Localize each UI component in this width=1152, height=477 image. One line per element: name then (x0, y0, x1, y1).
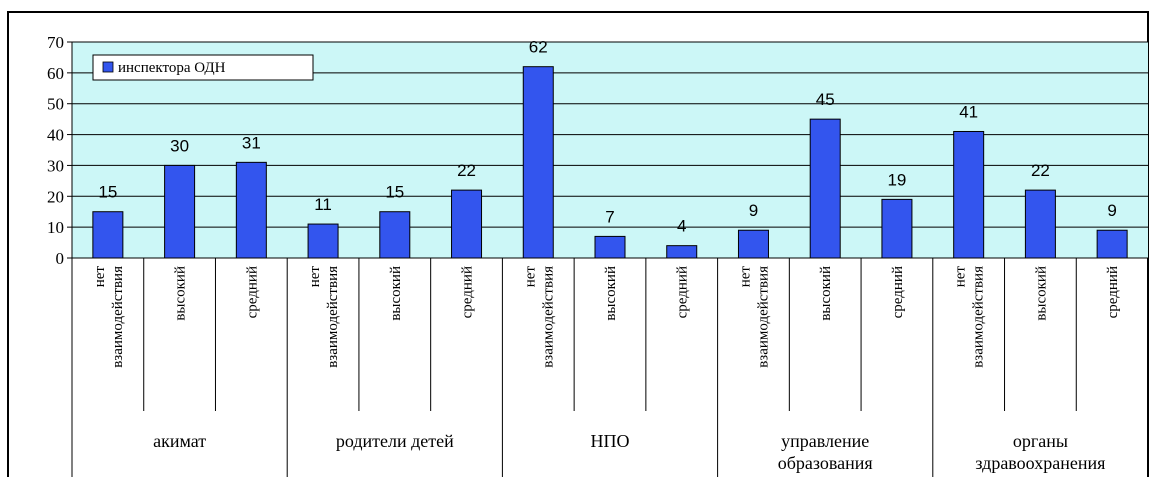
category-label: высокий (603, 266, 619, 321)
group-label: НПО (591, 431, 630, 451)
data-label: 45 (816, 90, 835, 109)
data-label: 11 (314, 195, 332, 214)
y-tick-label: 10 (47, 218, 64, 237)
category-label: нет (737, 266, 753, 288)
y-tick-label: 60 (47, 64, 64, 83)
y-tick-label: 70 (47, 33, 64, 52)
bar (1024, 189, 1056, 259)
legend-box (92, 54, 314, 81)
bar (666, 245, 698, 259)
legend-swatch (102, 61, 114, 73)
group-label: управление (781, 431, 869, 451)
bar (953, 130, 985, 259)
y-tick-label: 50 (47, 95, 64, 114)
bar (881, 198, 913, 259)
bar (307, 223, 339, 259)
bar (809, 118, 841, 259)
data-label: 41 (959, 102, 978, 121)
group-label: здравоохранения (975, 453, 1105, 473)
category-label: средний (460, 266, 476, 318)
category-label: нет (307, 266, 323, 288)
category-label: высокий (173, 266, 189, 321)
category-label: нет (953, 266, 969, 288)
category-label: высокий (1033, 266, 1049, 321)
y-axis: 0 10 20 30 40 50 60 70 (47, 33, 73, 268)
data-label: 4 (677, 217, 686, 236)
data-label: 30 (170, 136, 189, 155)
group-label: акимат (153, 431, 206, 451)
category-label: взаимодействия (325, 266, 341, 368)
category-label: взаимодействия (971, 266, 987, 368)
group-label: родители детей (336, 431, 454, 451)
category-label: взаимодействия (540, 266, 556, 368)
category-label: средний (244, 266, 260, 318)
y-tick-label: 40 (47, 126, 64, 145)
data-label: 19 (887, 170, 906, 189)
data-label: 62 (529, 38, 548, 57)
category-label: нет (522, 266, 538, 288)
data-label: 15 (385, 183, 404, 202)
bar (451, 189, 483, 259)
x-axis: нет взаимодействия высокий средний нет взаимо… (71, 257, 1149, 477)
category-label: нет (92, 266, 108, 288)
group-label: органы (1013, 431, 1068, 451)
bar (164, 164, 196, 259)
data-label: 9 (1107, 201, 1116, 220)
y-tick-label: 20 (47, 187, 64, 206)
category-label: взаимодействия (755, 266, 771, 368)
bar (594, 235, 626, 259)
bars (92, 66, 1128, 259)
bar (737, 229, 769, 259)
data-label: 15 (98, 183, 117, 202)
bar (235, 161, 267, 259)
category-label: средний (1105, 266, 1121, 318)
data-label: 9 (749, 201, 758, 220)
category-label: высокий (388, 266, 404, 321)
bar (1096, 229, 1128, 259)
data-label: 31 (242, 133, 261, 152)
bar (522, 66, 554, 259)
category-label: высокий (818, 266, 834, 321)
category-label: средний (890, 266, 906, 318)
category-label: взаимодействия (110, 266, 126, 368)
group-label: образования (778, 453, 873, 473)
data-label: 7 (605, 207, 614, 226)
y-tick-label: 0 (56, 249, 65, 268)
y-tick-label: 30 (47, 156, 64, 175)
bar (379, 211, 411, 259)
data-labels: 15 30 31 11 15 22 62 7 4 9 45 19 41 22 9 (98, 38, 1116, 236)
data-label: 22 (457, 161, 476, 180)
data-label: 22 (1031, 161, 1050, 180)
legend: инспектора ОДН (92, 54, 314, 81)
bar (92, 211, 124, 259)
category-label: средний (675, 266, 691, 318)
legend-label: инспектора ОДН (118, 60, 226, 76)
